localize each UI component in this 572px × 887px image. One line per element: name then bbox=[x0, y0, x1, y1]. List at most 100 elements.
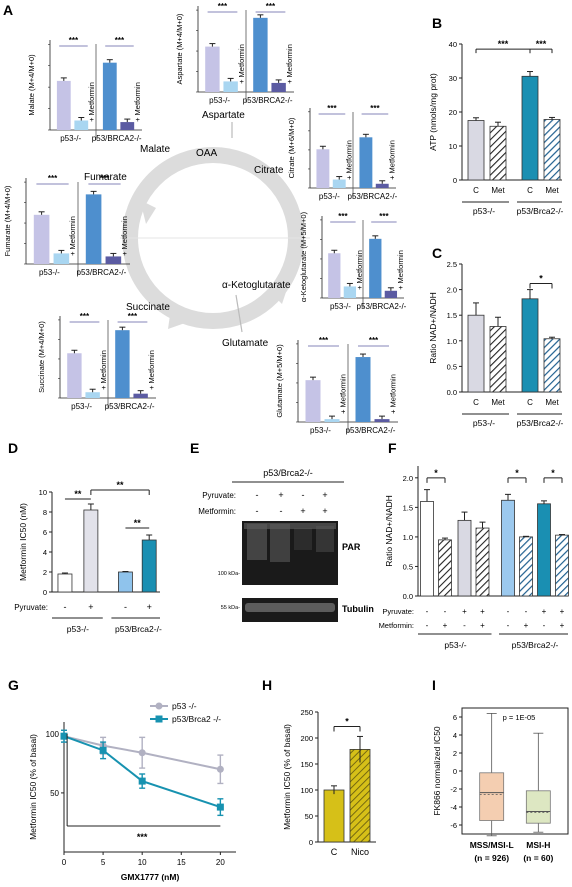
data-bar bbox=[384, 290, 398, 298]
group-label: p53/BRCA2-/- bbox=[243, 96, 293, 105]
blot-marker: 55 kDa- bbox=[221, 605, 240, 611]
significance-label: * bbox=[345, 717, 349, 727]
y-axis-label: FK866 normalized IC50 bbox=[432, 726, 442, 816]
data-bar bbox=[489, 326, 507, 393]
group-label: p53-/- bbox=[71, 402, 92, 411]
group-label: p53/Brca2-/- bbox=[512, 640, 559, 650]
group-label: p53/BRCA2-/- bbox=[105, 402, 155, 411]
blot-sign: - bbox=[256, 506, 259, 516]
x-tick-label: Met bbox=[491, 186, 505, 195]
x-tick-label: + bbox=[524, 621, 529, 630]
panel-e-western-blot: p53/Brca2-/- Pyruvate: Metformin: - + - +- -… bbox=[198, 468, 374, 622]
data-bar bbox=[115, 330, 130, 398]
panel-b-atp-chart: 0 10 20 30 40 ATP (nmols/mg prot) C Met C Met p53-… bbox=[428, 39, 564, 216]
data-bar bbox=[205, 46, 220, 92]
data-bar bbox=[467, 314, 485, 393]
y-tick-label: 0 bbox=[309, 838, 313, 847]
significance-label: ** bbox=[74, 489, 82, 499]
y-axis-label: ATP (nmols/mg prot) bbox=[428, 73, 438, 151]
data-bar bbox=[521, 298, 539, 393]
group-label: p53/Brca2-/- bbox=[517, 206, 564, 216]
significance-label: *** bbox=[80, 312, 90, 321]
data-bar bbox=[67, 353, 82, 398]
par-smear bbox=[244, 523, 336, 529]
legend-marker bbox=[155, 702, 163, 710]
y-tick-label: 2 bbox=[43, 568, 47, 577]
x-tick-label: 20 bbox=[216, 858, 225, 867]
data-point bbox=[216, 765, 224, 773]
significance-label: *** bbox=[115, 36, 125, 45]
y-tick-label: 1.5 bbox=[447, 311, 457, 320]
cycle-arrowhead bbox=[168, 315, 185, 329]
significance-label: *** bbox=[100, 174, 110, 183]
group-label: p53-/- bbox=[60, 134, 81, 143]
significance-label: ** bbox=[117, 480, 125, 490]
data-bar bbox=[420, 501, 434, 597]
y-axis-label: Metformin IC50 (% of basal) bbox=[282, 724, 292, 830]
y-tick-label: 1.0 bbox=[447, 337, 457, 346]
data-bar bbox=[328, 253, 341, 298]
data-bar bbox=[83, 509, 99, 593]
group-label: p53-/- bbox=[330, 302, 351, 311]
y-tick-label: 0 bbox=[453, 176, 457, 185]
panel-label-f: F bbox=[388, 440, 397, 456]
significance-label: *** bbox=[369, 336, 379, 345]
panel-c-nad-chart: 0.0 0.5 1.0 1.5 2.0 2.5 Ratio NAD+/NADH C Met C Me… bbox=[428, 260, 564, 428]
y-tick-label: 30 bbox=[449, 74, 457, 83]
y-tick-label: 1.0 bbox=[403, 533, 413, 542]
blot-band-label: Tubulin bbox=[342, 604, 374, 614]
x-tick-label: - bbox=[63, 602, 66, 612]
cycle-arrowhead bbox=[140, 200, 156, 224]
panel-a-mini-charts: Malate (M+4/M+0) + Metformin + Metformin **… bbox=[3, 2, 407, 435]
significance-label: *** bbox=[137, 832, 148, 842]
data-bar bbox=[332, 179, 346, 188]
y-tick-label: 4 bbox=[453, 731, 457, 740]
metabolite-label: Malate bbox=[140, 144, 170, 155]
y-tick-label: 150 bbox=[300, 760, 313, 769]
blot-sign: + bbox=[322, 490, 327, 500]
data-bar bbox=[375, 183, 389, 188]
panel-label-c: C bbox=[432, 245, 442, 261]
x-tick-label: 10 bbox=[138, 858, 147, 867]
y-tick-label: 4 bbox=[43, 548, 47, 557]
panel-label-i: I bbox=[432, 677, 436, 693]
metformin-label: + Metformin bbox=[99, 350, 108, 390]
significance-label: *** bbox=[379, 212, 389, 221]
x-tick-label: Met bbox=[545, 186, 559, 195]
row-label: Metformin: bbox=[379, 621, 414, 630]
y-axis-label: Citrate (M+6/M+0) bbox=[287, 117, 296, 178]
group-label: p53/BRCA2-/- bbox=[347, 192, 397, 201]
data-bar bbox=[519, 536, 533, 597]
legend-marker bbox=[155, 715, 163, 723]
x-tick-label: Met bbox=[491, 398, 505, 407]
metformin-label: + Metformin bbox=[285, 44, 294, 84]
blot-sign: + bbox=[322, 506, 327, 516]
y-tick-label: 10 bbox=[449, 142, 457, 151]
x-tick-label: + bbox=[560, 621, 565, 630]
metabolite-label: Aspartate bbox=[202, 110, 245, 121]
panel-f-nad-chart: 0.0 0.5 1.0 1.5 2.0 Ratio NAD+/NADH Pyruvate: -… bbox=[379, 466, 569, 650]
x-tick-label: C bbox=[527, 186, 533, 195]
group-label: p53/BRCA2-/- bbox=[357, 302, 407, 311]
data-bar bbox=[223, 81, 238, 92]
y-tick-label: 10 bbox=[39, 488, 47, 497]
blot-row-label: Pyruvate: bbox=[202, 491, 236, 500]
data-bar bbox=[133, 393, 148, 398]
metformin-label: + Metformin bbox=[87, 82, 96, 122]
y-axis-label: Succinate (M+4/M+0) bbox=[37, 321, 46, 393]
significance-label: * bbox=[515, 468, 519, 478]
blot-sign-grid: - + - + - - + + bbox=[256, 490, 328, 516]
metformin-label: + Metformin bbox=[133, 82, 142, 122]
data-bar bbox=[374, 419, 390, 422]
y-tick-label: 0 bbox=[43, 588, 47, 597]
panel-label-b: B bbox=[432, 15, 442, 31]
data-bar bbox=[543, 338, 561, 393]
x-tick-label: + bbox=[560, 607, 565, 616]
data-bar bbox=[56, 80, 71, 130]
significance-label: * bbox=[551, 468, 555, 478]
data-bar bbox=[324, 419, 340, 422]
panel-g-line-chart: 50 100 0 5 10 15 20 Metformin IC50 (% of basal)… bbox=[28, 701, 236, 882]
y-axis-label: Fumarate (M+4/M+0) bbox=[3, 185, 12, 256]
x-tick-label: - bbox=[525, 607, 528, 616]
